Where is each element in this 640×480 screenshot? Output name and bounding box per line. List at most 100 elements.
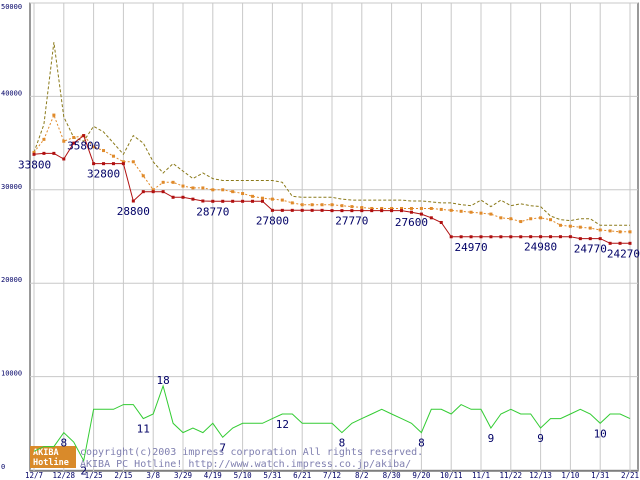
count-label: 7	[219, 441, 226, 454]
marker-average	[608, 229, 612, 233]
marker-average	[628, 230, 632, 234]
marker-average	[509, 217, 513, 221]
marker-lowest	[52, 151, 56, 155]
count-label: 8	[418, 437, 425, 450]
marker-average	[52, 113, 56, 117]
marker-lowest	[32, 152, 36, 156]
marker-lowest	[92, 162, 96, 166]
x-tick-label: 12/7	[25, 471, 43, 480]
price-label: 24980	[524, 241, 557, 254]
marker-average	[489, 212, 493, 216]
marker-average	[171, 180, 175, 184]
data-labels: 33800 35800 32800 28800 28770 27800 27770 27600…	[18, 140, 640, 478]
marker-lowest	[62, 157, 66, 161]
marker-average	[330, 203, 334, 207]
marker-average	[121, 160, 125, 164]
x-tick-label: 2/15	[114, 471, 132, 480]
marker-lowest	[499, 235, 503, 239]
marker-lowest	[469, 235, 473, 239]
count-label: 18	[157, 374, 170, 387]
x-tick-label: 11/22	[500, 471, 523, 480]
count-label: 9	[537, 432, 544, 445]
series-line-shop-count	[33, 384, 631, 463]
marker-lowest	[42, 151, 46, 155]
marker-average	[62, 139, 66, 143]
marker-average	[549, 218, 553, 222]
marker-average	[469, 210, 473, 214]
price-label: 27770	[335, 215, 368, 228]
marker-average	[588, 226, 592, 230]
marker-lowest	[608, 241, 612, 245]
marker-lowest	[260, 199, 264, 203]
marker-lowest	[181, 195, 185, 199]
marker-lowest	[598, 237, 602, 241]
marker-lowest	[529, 235, 533, 239]
site-url-text: AKIBA PC Hotline! http://www.watch.impre…	[80, 459, 411, 470]
marker-average	[499, 216, 503, 220]
marker-average	[370, 206, 374, 210]
marker-lowest	[330, 209, 334, 213]
count-label: 8	[60, 437, 67, 450]
x-tick-label: 1/25	[85, 471, 103, 480]
y-tick-label: 50000	[1, 3, 22, 11]
marker-lowest	[578, 237, 582, 241]
marker-lowest	[270, 208, 274, 212]
marker-average	[151, 188, 155, 192]
y-tick-label: 40000	[1, 89, 22, 97]
marker-average	[92, 145, 96, 149]
marker-average	[231, 190, 235, 194]
x-tick-label: 10/11	[440, 471, 463, 480]
marker-average	[201, 186, 205, 190]
marker-lowest	[320, 208, 324, 212]
marker-average	[221, 188, 225, 192]
count-label: 9	[488, 432, 495, 445]
marker-average	[618, 230, 622, 234]
akiba-logo-bottom: Hotline	[33, 457, 69, 468]
marker-average	[320, 203, 324, 207]
marker-average	[578, 225, 582, 229]
y-tick-label: 0	[1, 463, 5, 471]
marker-lowest	[350, 209, 354, 213]
marker-lowest	[628, 241, 632, 245]
copyright-text: copyright(c)2003 impress corporation All…	[80, 447, 423, 458]
marker-lowest	[111, 162, 115, 166]
y-tick-label: 20000	[1, 276, 22, 284]
marker-lowest	[161, 190, 165, 194]
marker-average	[419, 206, 423, 210]
marker-average	[390, 206, 394, 210]
price-label: 28800	[117, 205, 150, 218]
x-tick-label: 9/20	[412, 471, 431, 480]
marker-lowest	[449, 235, 453, 239]
marker-lowest	[102, 162, 106, 166]
marker-lowest	[72, 141, 76, 145]
marker-average	[340, 204, 344, 208]
x-tick-label: 2/21	[621, 471, 639, 480]
marker-lowest	[419, 212, 423, 216]
marker-average	[141, 174, 145, 178]
price-label: 28770	[196, 205, 229, 218]
marker-average	[300, 203, 304, 207]
marker-average	[519, 220, 523, 224]
x-tick-label: 5/31	[263, 471, 281, 480]
marker-average	[260, 196, 264, 200]
price-label: 27800	[256, 214, 289, 227]
marker-lowest	[201, 199, 205, 203]
marker-average	[598, 228, 602, 232]
marker-average	[161, 180, 165, 184]
marker-lowest	[131, 199, 135, 203]
marker-average	[251, 194, 255, 198]
marker-lowest	[439, 220, 443, 224]
x-tick-label: 6/21	[293, 471, 311, 480]
marker-lowest	[171, 195, 175, 199]
marker-lowest	[151, 190, 155, 194]
series-line-upper-range	[33, 42, 630, 226]
marker-lowest	[141, 190, 145, 194]
marker-average	[429, 206, 433, 210]
marker-lowest	[370, 209, 374, 213]
watermark: AKIBA Hotline copyright(c)2003 impress c…	[30, 446, 423, 470]
marker-lowest	[588, 237, 592, 241]
marker-lowest	[618, 241, 622, 245]
marker-lowest	[121, 162, 125, 166]
x-axis-ticks: 12/7 12/28 1/25 2/15 3/8 3/29 4/19 5/10 5/31 6/21…	[25, 471, 639, 480]
